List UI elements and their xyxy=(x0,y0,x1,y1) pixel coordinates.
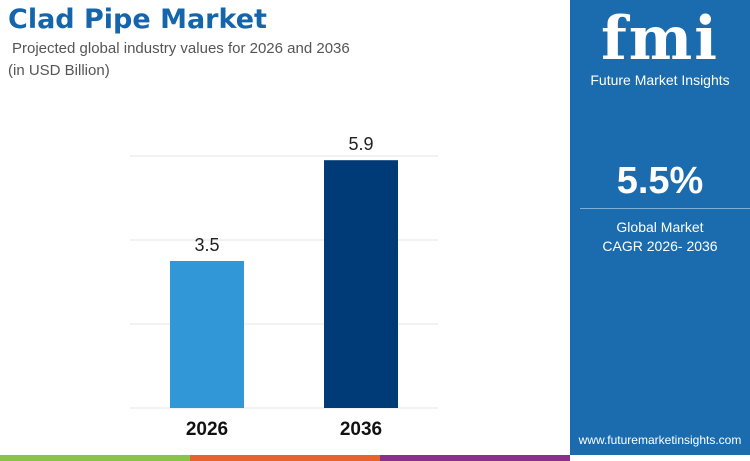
footer-strip-green xyxy=(0,455,190,461)
cagr-value: 5.5% xyxy=(616,160,704,202)
footer-strip-purple xyxy=(380,455,570,461)
cagr-label-line1: Global Market xyxy=(616,219,704,235)
footer-strip-orange xyxy=(190,455,380,461)
divider xyxy=(580,208,750,209)
unit-label: (in USD Billion) xyxy=(8,62,110,79)
bar-2026 xyxy=(170,261,244,408)
chart-subtitle: Projected global industry values for 202… xyxy=(12,40,350,57)
logo-caption: Future Market Insights xyxy=(590,72,730,88)
data-label-2026: 3.5 xyxy=(194,235,219,255)
x-tick-label-2026: 2026 xyxy=(186,419,228,440)
cagr-label-line2: CAGR 2026- 2036 xyxy=(602,238,718,254)
data-label-2036: 5.9 xyxy=(348,134,373,154)
x-tick-label-2036: 2036 xyxy=(340,419,382,440)
website-link[interactable]: www.futuremarketinsights.com xyxy=(578,433,742,447)
chart-title: Clad Pipe Market xyxy=(8,4,267,35)
bar-2036 xyxy=(324,160,398,408)
side-panel: fmi Future Market Insights 5.5% Global M… xyxy=(570,0,750,455)
fmi-logo: fmi xyxy=(600,4,720,74)
bar-chart: 3.5 2026 5.9 2036 xyxy=(130,134,438,440)
